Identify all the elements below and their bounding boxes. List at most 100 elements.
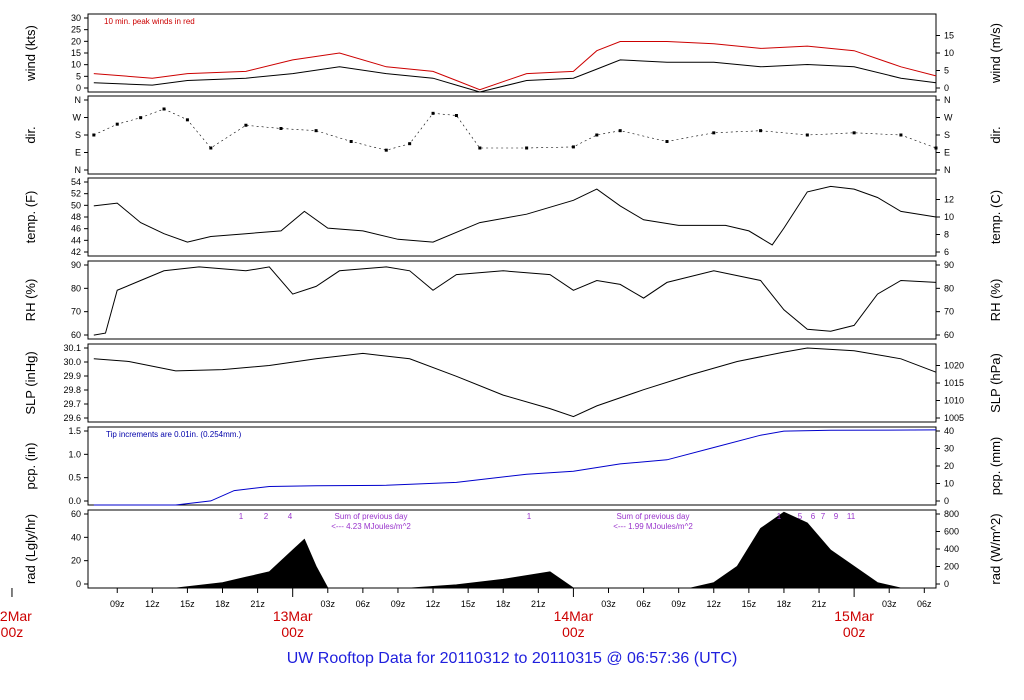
series-point-dir xyxy=(618,129,622,133)
y-tick-label-right: 10 xyxy=(944,48,954,58)
y-tick-label-left: 42 xyxy=(71,247,81,257)
series-line-wind-1 xyxy=(93,41,937,91)
x-tick-label: 21z xyxy=(812,599,827,609)
y-tick-label-left: W xyxy=(73,113,82,123)
y-tick-label-left: 0 xyxy=(76,83,81,93)
radiation-annotation: 1 xyxy=(777,512,782,521)
x-tick-label: 21z xyxy=(250,599,265,609)
radiation-annotation: 4 xyxy=(288,512,293,521)
y-tick-label-left: 0.0 xyxy=(68,496,81,506)
panel-note-wind: 10 min. peak winds in red xyxy=(104,17,195,26)
y-axis-label-right: dir. xyxy=(988,126,1003,143)
y-tick-label-left: 80 xyxy=(71,283,81,293)
x-tick-label: 06z xyxy=(356,599,371,609)
y-tick-label-right: 1005 xyxy=(944,413,964,423)
series-point-dir xyxy=(852,131,856,135)
y-axis-label-right: temp. (C) xyxy=(988,190,1003,244)
y-tick-label-left: 60 xyxy=(71,330,81,340)
y-tick-label-left: 29.7 xyxy=(63,399,81,409)
radiation-annotation: 2 xyxy=(264,512,269,521)
y-tick-label-left: 70 xyxy=(71,307,81,317)
series-point-dir xyxy=(934,146,938,150)
y-tick-label-left: 1.0 xyxy=(68,449,81,459)
series-point-dir xyxy=(209,146,213,150)
y-tick-label-right: 10 xyxy=(944,479,954,489)
x-tick-label: 03z xyxy=(882,599,897,609)
y-tick-label-left: 1.5 xyxy=(68,426,81,436)
series-point-dir xyxy=(454,114,458,117)
y-tick-label-right: 40 xyxy=(944,426,954,436)
y-axis-label-left: wind (kts) xyxy=(23,25,38,82)
y-tick-label-right: 1015 xyxy=(944,378,964,388)
y-tick-label-right: 1010 xyxy=(944,396,964,406)
y-tick-label-left: 48 xyxy=(71,212,81,222)
y-tick-label-left: 10 xyxy=(71,60,81,70)
y-tick-label-left: 0 xyxy=(76,579,81,589)
y-tick-label-left: N xyxy=(75,165,82,175)
radiation-annotation: 5 xyxy=(798,512,803,521)
y-tick-label-left: 60 xyxy=(71,509,81,519)
y-tick-label-right: N xyxy=(944,95,951,105)
y-axis-label-left: dir. xyxy=(23,126,38,143)
y-tick-label-right: E xyxy=(944,148,950,158)
radiation-annotation: Sum of previous day xyxy=(617,512,690,521)
y-axis-label-left: rad (Lgly/hr) xyxy=(23,514,38,584)
radiation-annotation: <--- 4.23 MJoules/m^2 xyxy=(331,522,411,531)
day-label-date: 12Mar xyxy=(0,608,32,624)
x-tick-label: 09z xyxy=(671,599,686,609)
y-tick-label-left: E xyxy=(75,148,81,158)
y-tick-label-right: 0 xyxy=(944,579,949,589)
y-tick-label-right: W xyxy=(944,113,953,123)
series-point-dir xyxy=(571,145,575,149)
x-tick-label: 21z xyxy=(531,599,546,609)
y-tick-label-left: 20 xyxy=(71,556,81,566)
y-tick-label-left: 90 xyxy=(71,260,81,270)
y-tick-label-left: 30 xyxy=(71,13,81,23)
y-tick-label-left: N xyxy=(75,95,82,105)
y-tick-label-right: 20 xyxy=(944,461,954,471)
x-tick-label: 12z xyxy=(426,599,441,609)
y-tick-label-left: 30.0 xyxy=(63,357,81,367)
x-tick-label: 06z xyxy=(636,599,651,609)
y-axis-label-right: rad (W/m^2) xyxy=(988,513,1003,584)
y-tick-label-right: N xyxy=(944,165,951,175)
series-point-dir xyxy=(279,127,283,130)
y-tick-label-left: S xyxy=(75,130,81,140)
y-tick-label-left: 29.9 xyxy=(63,371,81,381)
y-tick-label-right: 0 xyxy=(944,496,949,506)
radiation-annotation: 1 xyxy=(527,512,532,521)
y-tick-label-right: 12 xyxy=(944,195,954,205)
series-line-temp-0 xyxy=(93,185,937,246)
radiation-annotation: 9 xyxy=(834,512,839,521)
series-line-dir xyxy=(93,108,937,151)
y-axis-label-left: pcp. (in) xyxy=(23,443,38,490)
series-line-wind-0 xyxy=(93,59,937,93)
y-tick-label-left: 44 xyxy=(71,235,81,245)
radiation-annotation: 6 xyxy=(811,512,816,521)
y-tick-label-left: 5 xyxy=(76,71,81,81)
y-tick-label-left: 40 xyxy=(71,532,81,542)
y-axis-label-left: temp. (F) xyxy=(23,191,38,244)
panel-frame-rh xyxy=(87,260,937,340)
day-label-time: 00z xyxy=(843,624,866,640)
y-tick-label-right: 0 xyxy=(944,83,949,93)
panel-frame-wind xyxy=(87,13,937,93)
series-point-dir xyxy=(478,146,482,150)
day-label-date: 15Mar xyxy=(834,608,874,624)
day-label-date: 14Mar xyxy=(554,608,594,624)
series-point-dir xyxy=(595,133,599,137)
y-tick-label-left: 30.1 xyxy=(63,343,81,353)
series-line-slp-0 xyxy=(93,347,937,418)
x-tick-label: 06z xyxy=(917,599,932,609)
y-tick-label-right: 60 xyxy=(944,330,954,340)
day-label-time: 00z xyxy=(281,624,304,640)
y-axis-label-right: wind (m/s) xyxy=(988,23,1003,84)
y-tick-label-right: 30 xyxy=(944,444,954,454)
radiation-annotation: 11 xyxy=(847,512,856,521)
y-tick-label-left: 46 xyxy=(71,224,81,234)
day-label-time: 00z xyxy=(1,624,24,640)
y-tick-label-right: S xyxy=(944,130,950,140)
x-tick-label: 15z xyxy=(742,599,757,609)
radiation-annotation: 1 xyxy=(239,512,244,521)
